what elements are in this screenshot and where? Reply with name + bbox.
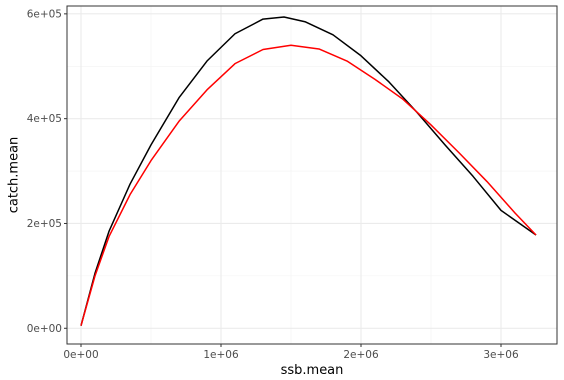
x-axis-title: ssb.mean [281, 363, 344, 378]
y-tick-label: 6e+05 [27, 8, 62, 20]
series-line-2 [80, 44, 537, 326]
x-tick-label: 2e+06 [343, 349, 379, 361]
y-axis-title: catch.mean [7, 137, 22, 214]
plot-panel [66, 5, 558, 345]
x-axis: 0e+00 1e+06 2e+06 3e+06 [63, 344, 519, 361]
y-axis: 0e+00 2e+05 4e+05 6e+05 [27, 8, 67, 335]
y-tick-label: 4e+05 [27, 113, 62, 125]
x-tick-label: 3e+06 [483, 349, 519, 361]
x-tick-label: 0e+00 [63, 349, 98, 361]
y-tick-label: 2e+05 [27, 218, 62, 230]
series-line-1 [80, 16, 537, 326]
grid-lines [67, 6, 557, 344]
series-layer [80, 16, 537, 326]
x-tick-label: 1e+06 [203, 349, 239, 361]
plot-panel [66, 5, 558, 345]
y-tick-label: 0e+00 [27, 323, 62, 335]
